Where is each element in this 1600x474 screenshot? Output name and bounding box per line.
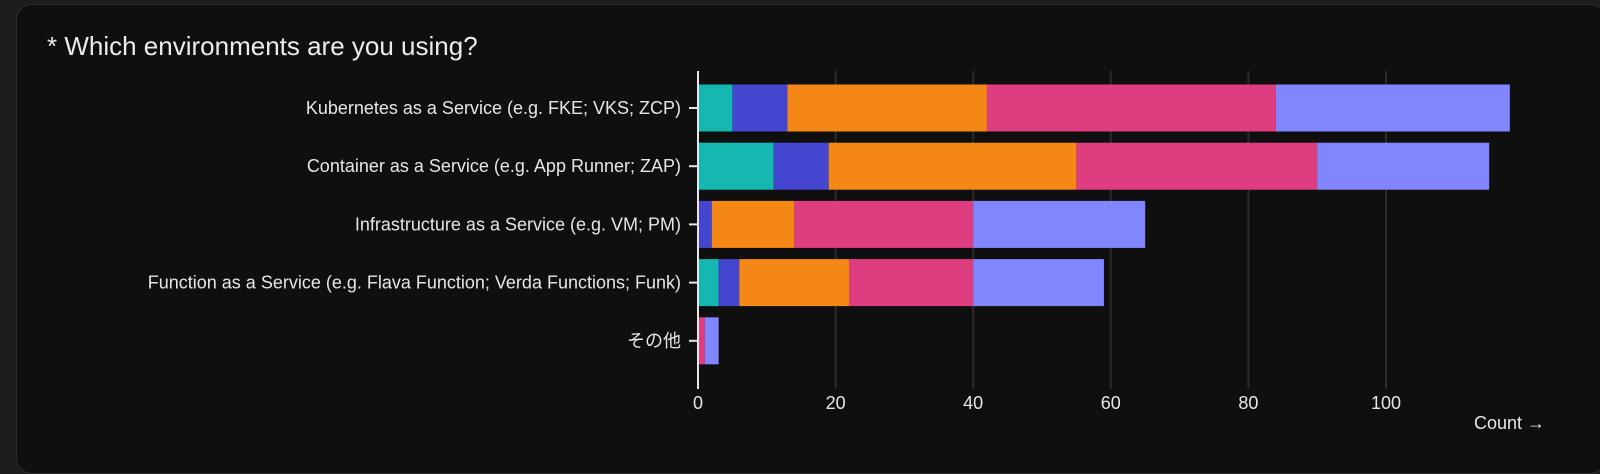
bars [698, 84, 1510, 365]
category-label: Function as a Service (e.g. Flava Functi… [148, 273, 681, 293]
bar-segment-series-4[interactable] [794, 200, 974, 248]
x-tick-label: 60 [1101, 393, 1121, 413]
x-axis-label: Count → [1474, 413, 1545, 433]
bar-segment-series-3[interactable] [739, 259, 850, 307]
bar-segment-series-4[interactable] [986, 84, 1276, 132]
chart-title: * Which environments are you using? [47, 31, 478, 61]
bar-segment-series-3[interactable] [711, 200, 795, 248]
x-tick-label: 20 [826, 393, 846, 413]
bar-segment-series-4[interactable] [1076, 142, 1318, 190]
x-tick-label: 100 [1371, 393, 1401, 413]
bar-segment-series-1[interactable] [698, 259, 719, 307]
bar-segment-series-1[interactable] [698, 142, 774, 190]
category-label: Kubernetes as a Service (e.g. FKE; VKS; … [306, 98, 681, 118]
bar-segment-series-5[interactable] [1275, 84, 1510, 132]
bar-segment-series-5[interactable] [704, 317, 719, 365]
chart-card: * Which environments are you using? Coun… [16, 4, 1600, 474]
x-tick-label: 80 [1238, 393, 1258, 413]
axes: Count → 0 20 40 60 80 100 Kubernetes as a Serv… [148, 71, 1545, 433]
category-label: Container as a Service (e.g. App Runner;… [307, 156, 681, 176]
bar-segment-series-5[interactable] [1317, 142, 1490, 190]
x-tick-label: 0 [693, 393, 703, 413]
category-label: Infrastructure as a Service (e.g. VM; PM… [355, 214, 681, 234]
bar-segment-series-4[interactable] [849, 259, 974, 307]
category-label: その他 [627, 331, 681, 351]
bar-segment-series-5[interactable] [973, 200, 1146, 248]
bar-segment-series-1[interactable] [698, 84, 733, 132]
stacked-bar-chart: Count → 0 20 40 60 80 100 Kubernetes as a Serv… [148, 71, 1545, 433]
bar-segment-series-3[interactable] [787, 84, 987, 132]
bar-segment-series-2[interactable] [732, 84, 788, 132]
bar-segment-series-2[interactable] [773, 142, 829, 190]
bar-segment-series-2[interactable] [718, 259, 740, 307]
bar-segment-series-3[interactable] [828, 142, 1077, 190]
x-tick-label: 40 [963, 393, 983, 413]
bar-segment-series-5[interactable] [973, 259, 1104, 307]
bar-segment-series-4[interactable] [698, 317, 705, 365]
bar-segment-series-2[interactable] [698, 200, 712, 248]
